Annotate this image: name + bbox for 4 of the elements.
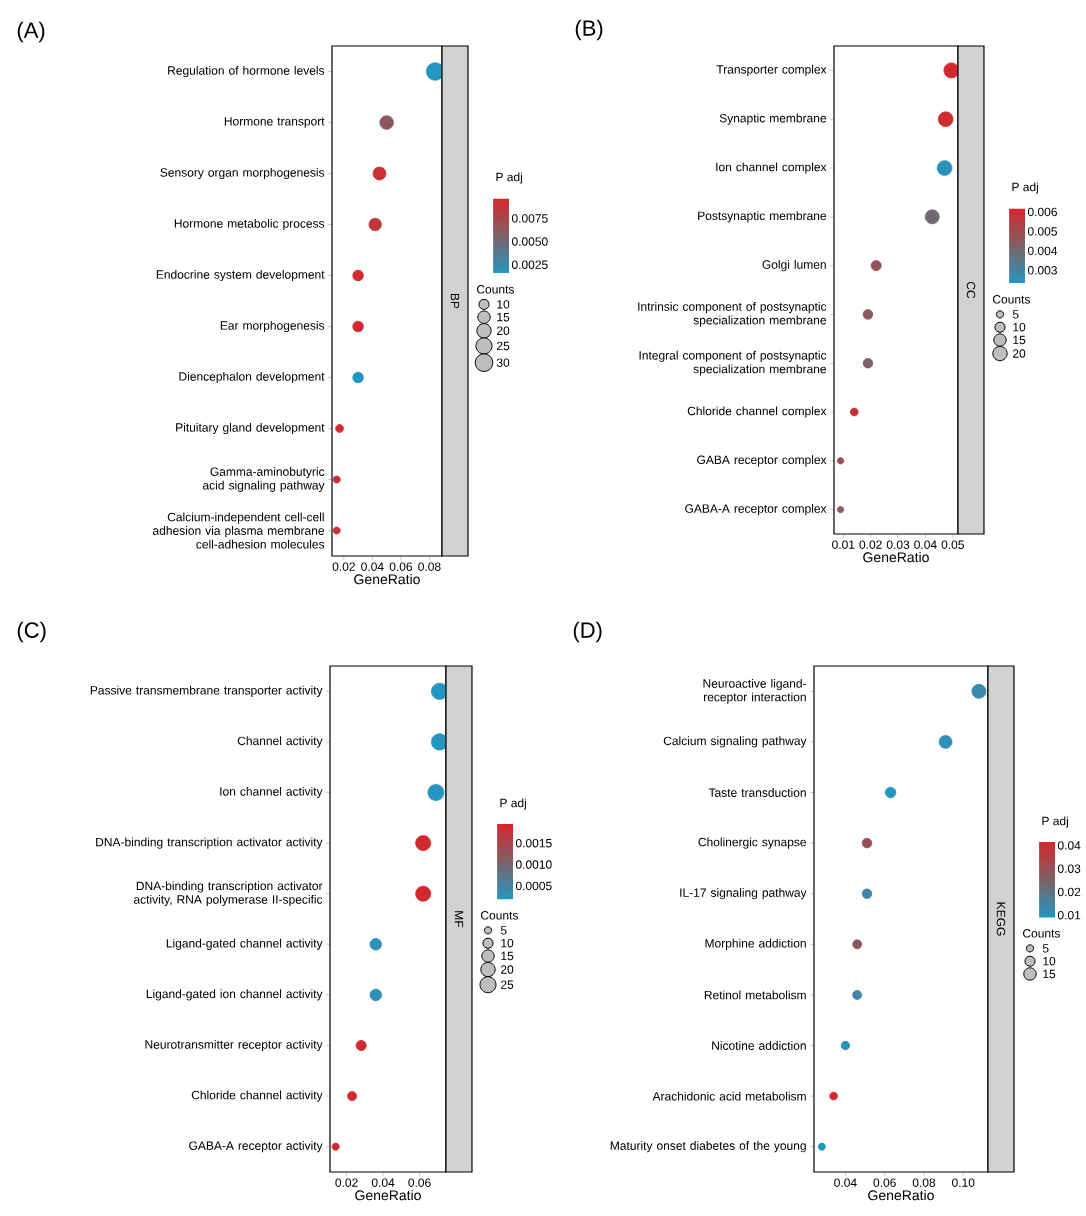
- text: (B): [575, 19, 603, 41]
- text: (C): [17, 621, 46, 643]
- text: (D): [573, 621, 602, 643]
- text: (A): [17, 21, 45, 43]
